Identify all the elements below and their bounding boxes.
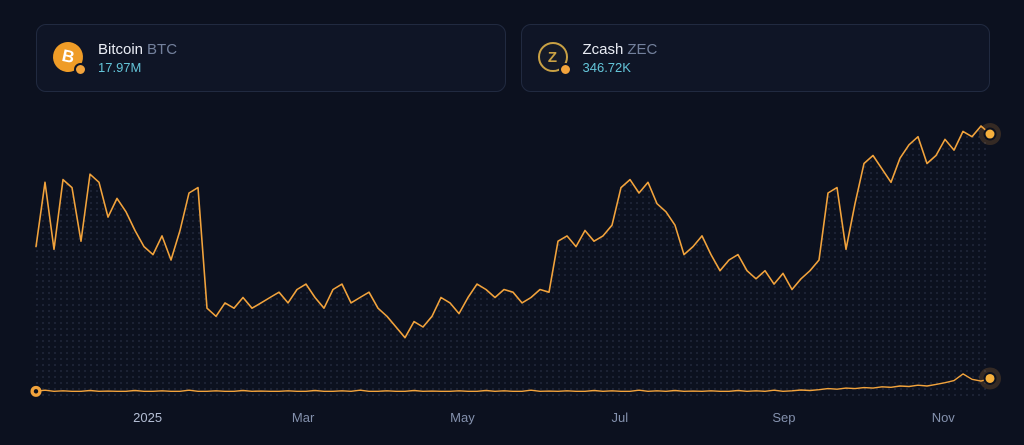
chart-svg[interactable] [30, 123, 1001, 400]
zcash-end-marker [979, 367, 1001, 390]
x-tick-2025: 2025 [133, 410, 163, 425]
bitcoin-icon: B [51, 40, 87, 76]
x-tick-may: May [450, 410, 475, 425]
bitcoin-name-line: Bitcoin BTC [98, 42, 177, 57]
asset-ticker: ZEC [627, 41, 658, 58]
asset-name: Zcash [582, 41, 624, 58]
series-color-dot [74, 63, 87, 76]
x-axis: 2025 Mar May Jul Sep Nov [36, 406, 990, 432]
asset-ticker: BTC [147, 41, 178, 58]
zcash-card-text: Zcash ZEC 346.72K [583, 42, 658, 74]
series-color-dot [558, 63, 572, 76]
asset-name: Bitcoin [98, 41, 144, 58]
bitcoin-end-marker [979, 123, 1001, 146]
asset-cards-row: B Bitcoin BTC 17.97M Z Zcash ZEC 346.72K [36, 24, 990, 92]
asset-card-zcash[interactable]: Z Zcash ZEC 346.72K [520, 24, 990, 92]
asset-value: 346.72K [582, 60, 631, 75]
asset-value: 17.97M [98, 60, 142, 75]
x-tick-jul: Jul [611, 410, 629, 425]
bitcoin-line [35, 125, 991, 339]
x-tick-sep: Sep [772, 410, 796, 425]
bitcoin-area-fill [36, 126, 990, 400]
zcash-coin-glyph: Z [537, 42, 568, 72]
zcash-name-line: Zcash ZEC [583, 42, 658, 57]
x-tick-mar: Mar [291, 410, 315, 425]
zcash-icon: Z [537, 42, 572, 76]
bitcoin-card-text: Bitcoin BTC 17.97M [98, 42, 177, 74]
zcash-start-marker [30, 385, 42, 397]
zcash-line [35, 373, 991, 392]
asset-card-bitcoin[interactable]: B Bitcoin BTC 17.97M [36, 24, 506, 92]
x-tick-nov: Nov [931, 410, 955, 425]
price-chart-panel[interactable] [30, 123, 1001, 400]
